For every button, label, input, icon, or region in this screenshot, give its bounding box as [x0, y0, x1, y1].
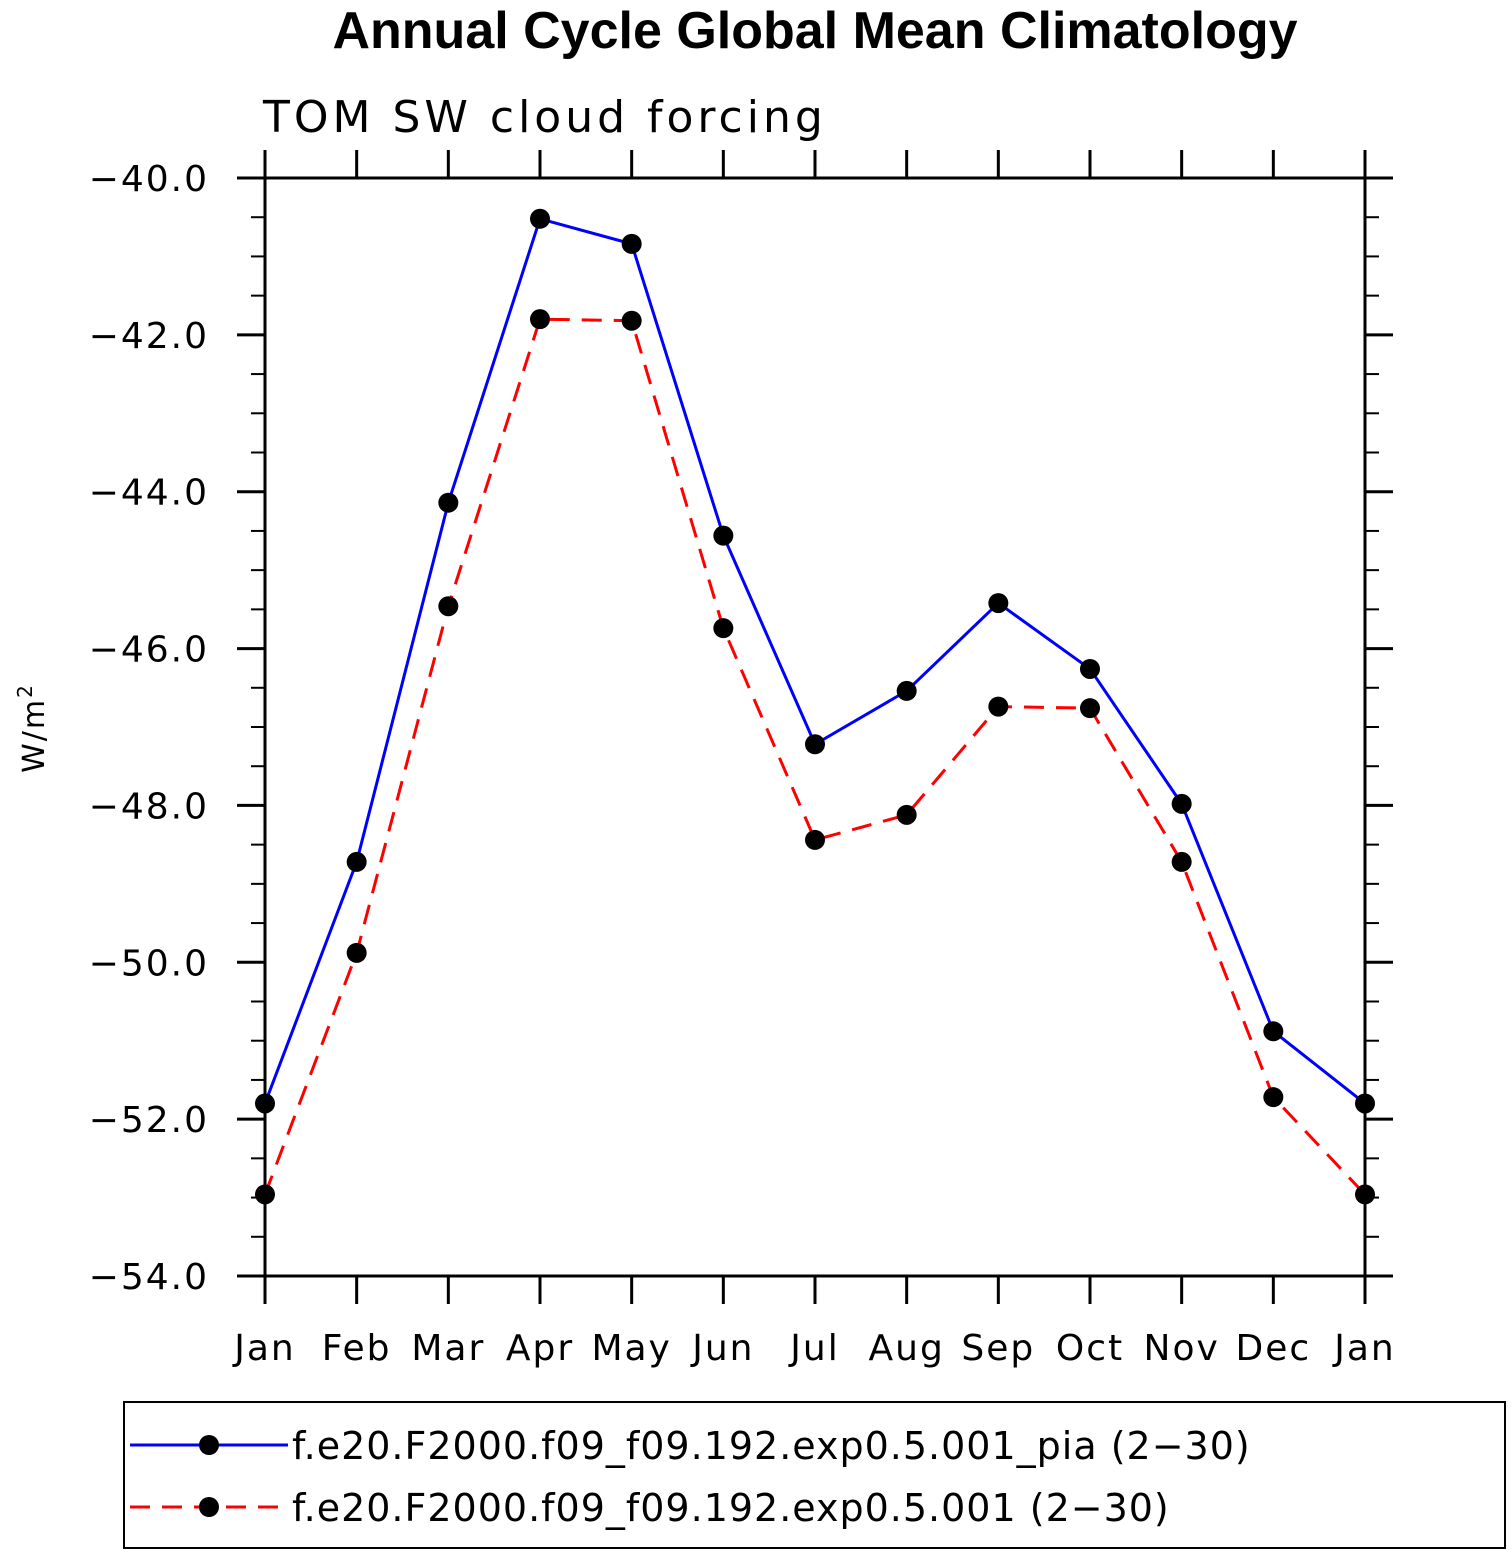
- series-1-point: [1171, 793, 1192, 814]
- y-tick-label: −42.0: [89, 316, 209, 357]
- series-1-point: [530, 208, 550, 229]
- plot-frame: [263, 176, 1367, 1278]
- series-2-point: [438, 596, 459, 617]
- series-2-point: [1171, 851, 1192, 872]
- series-1-point: [1263, 1021, 1284, 1042]
- legend-marker-1: [199, 1435, 219, 1455]
- series-line-1: [263, 216, 1366, 1105]
- series-1-point: [896, 680, 917, 701]
- x-tick-label: Jan: [232, 1328, 296, 1369]
- series-1-point: [988, 593, 1009, 614]
- series-2-point: [1080, 698, 1100, 719]
- series-2-point: [530, 309, 550, 330]
- y-axis-label-superscript: 2: [13, 683, 37, 698]
- y-tick-label: −44.0: [89, 473, 209, 514]
- legend-label-1: f.e20.F2000.f09_f09.192.exp0.5.001_pia (…: [292, 1424, 1251, 1468]
- series-2-point: [621, 310, 642, 331]
- series-1-point: [1080, 658, 1100, 679]
- x-tick-label: Aug: [869, 1328, 945, 1369]
- chart-subtitle: TOM SW cloud forcing: [262, 92, 827, 143]
- x-tick-label: Jun: [690, 1328, 754, 1369]
- y-axis-label: W/m2: [13, 683, 52, 773]
- y-tick-label: −54.0: [89, 1257, 209, 1298]
- x-tick-label: Dec: [1235, 1328, 1311, 1369]
- series-line-2: [263, 317, 1367, 1196]
- x-tick-label: Jan: [1332, 1328, 1396, 1369]
- series-2-point: [805, 829, 825, 850]
- series-1-point: [621, 233, 642, 254]
- legend-box: [123, 1401, 1506, 1549]
- series-1-point: [438, 492, 459, 513]
- x-tick-labels: Jan Feb Mar Apr May Jun Jul Aug Sep Oct Nov Dec Jan: [232, 1328, 1396, 1369]
- y-tick-label: −46.0: [89, 630, 209, 671]
- svg-text:W/m2: W/m2: [13, 683, 52, 773]
- series-lines: [263, 216, 1367, 1196]
- series-1-point: [805, 734, 825, 755]
- x-tick-label: Mar: [411, 1328, 485, 1369]
- x-tick-label: Nov: [1144, 1328, 1220, 1369]
- legend-label-2: f.e20.F2000.f09_f09.192.exp0.5.001 (2−30…: [292, 1486, 1170, 1530]
- y-tick-label: −40.0: [89, 159, 209, 200]
- series-1-point: [346, 851, 367, 872]
- series-1-point: [713, 525, 734, 546]
- series-2-point: [896, 804, 917, 825]
- x-tick-label: Jul: [788, 1328, 839, 1369]
- y-tick-label: −50.0: [89, 943, 209, 984]
- chart-title: Annual Cycle Global Mean Climatology: [332, 2, 1297, 60]
- legend: f.e20.F2000.f09_f09.192.exp0.5.001_pia (…: [123, 1401, 1506, 1549]
- y-tick-labels: −40.0 −42.0 −44.0 −46.0 −48.0 −50.0 −52.0 −54.0: [89, 159, 209, 1298]
- series-2-point: [1263, 1087, 1284, 1108]
- x-tick-label: Apr: [506, 1328, 574, 1369]
- legend-marker-2: [199, 1497, 219, 1517]
- x-tick-label: Feb: [322, 1328, 392, 1369]
- y-tick-label: −52.0: [89, 1100, 209, 1141]
- y-axis-label-text: W/m: [17, 698, 52, 773]
- series-2-point: [713, 618, 734, 639]
- series-2-point: [346, 942, 367, 963]
- x-tick-label: Sep: [961, 1328, 1035, 1369]
- y-tick-label: −48.0: [89, 786, 209, 827]
- axis-ticks: [237, 150, 1393, 1304]
- series-2-point: [988, 696, 1009, 717]
- x-tick-label: May: [591, 1328, 671, 1369]
- x-tick-label: Oct: [1056, 1328, 1124, 1369]
